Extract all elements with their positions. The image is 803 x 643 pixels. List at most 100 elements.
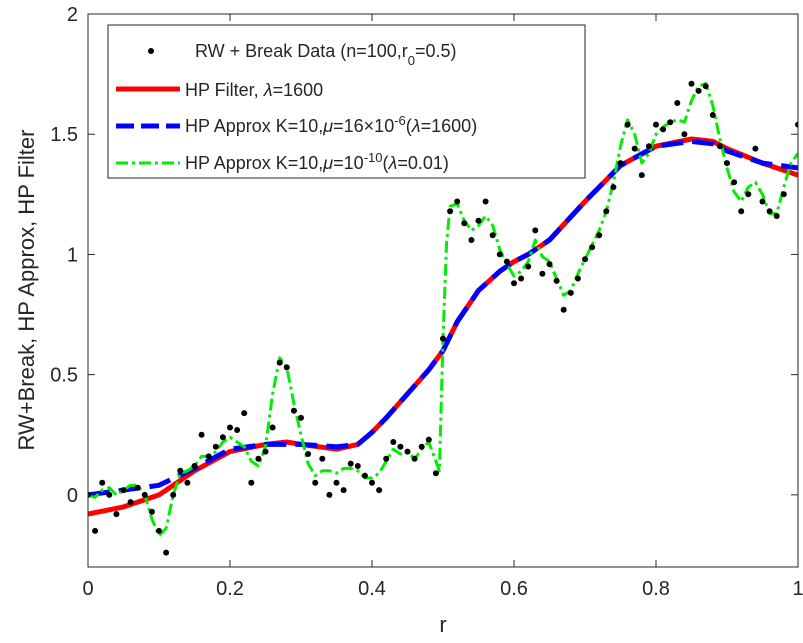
data-point: [156, 527, 162, 534]
data-point: [333, 479, 340, 486]
data-point: [319, 455, 326, 462]
data-point: [716, 143, 723, 150]
x-tick-label: 0.4: [358, 578, 386, 600]
data-point: [248, 479, 255, 486]
data-point: [148, 508, 155, 515]
data-point: [560, 306, 567, 313]
ticks-layer: 0 0.2 0.4 0.6 0.8 1 0 0.5 1 1.5 2: [50, 4, 803, 600]
data-point: [305, 451, 312, 457]
x-tick-label: 0.6: [500, 578, 528, 600]
data-point: [106, 491, 113, 498]
data-point: [404, 448, 411, 455]
data-point: [610, 184, 617, 191]
data-point: [681, 131, 688, 138]
x-tick-label: 0: [82, 578, 93, 600]
data-point: [645, 143, 652, 150]
data-point: [731, 179, 738, 186]
data-point: [241, 410, 248, 417]
data-point: [312, 479, 319, 486]
data-point: [376, 487, 383, 494]
data-point: [475, 217, 482, 224]
data-point: [298, 414, 304, 421]
data-point: [397, 443, 404, 450]
data-point: [546, 261, 553, 268]
data-point: [596, 232, 603, 239]
legend-label-hp-approx-001: HP Approx K=10,μ=10-10(λ=0.01): [185, 150, 449, 174]
data-point: [674, 100, 681, 106]
data-point: [234, 427, 241, 433]
y-tick-label: 1: [67, 244, 78, 266]
data-point: [660, 126, 667, 133]
data-point: [574, 275, 581, 282]
data-point: [539, 270, 546, 277]
data-point: [759, 198, 766, 205]
data-point: [390, 439, 397, 445]
data-point: [432, 470, 439, 477]
data-point: [440, 335, 446, 342]
y-axis-label: RW+Break, HP Approx, HP Filter: [14, 130, 39, 451]
data-point: [276, 359, 283, 366]
data-point: [326, 491, 333, 498]
data-point: [688, 80, 695, 87]
data-point: [461, 220, 468, 227]
data-point: [290, 407, 297, 414]
data-point: [773, 213, 780, 219]
legend-entry-hp-filter: HP Filter, λ=1600: [116, 80, 323, 100]
y-tick-label: 1.5: [50, 124, 78, 146]
data-point: [383, 455, 390, 462]
data-point: [724, 160, 730, 167]
data-point: [184, 479, 191, 486]
data-point: [503, 258, 510, 265]
data-point: [127, 499, 134, 506]
data-point: [269, 424, 276, 431]
data-point: [738, 208, 745, 215]
series-layer: [88, 80, 798, 556]
data-point: [589, 244, 596, 251]
data-point: [447, 208, 454, 215]
data-point: [553, 277, 560, 284]
data-point: [702, 83, 709, 90]
data-point: [113, 511, 120, 518]
data-point: [262, 448, 269, 455]
data-point: [141, 491, 148, 498]
data-point: [120, 487, 127, 494]
x-tick-label: 0.8: [642, 578, 670, 600]
legend-label-hp-filter: HP Filter, λ=1600: [185, 80, 323, 100]
data-point: [347, 460, 354, 467]
legend-marker-data: [148, 48, 154, 54]
data-point: [411, 455, 418, 462]
data-point: [624, 121, 631, 128]
data-point: [212, 443, 219, 450]
data-point: [653, 121, 659, 128]
data-point: [489, 232, 496, 239]
data-point: [582, 256, 588, 263]
data-point: [631, 145, 638, 152]
x-axis-label: r: [439, 612, 446, 637]
data-point: [134, 484, 141, 491]
data-point: [219, 434, 226, 441]
data-point: [354, 463, 361, 469]
y-tick-label: 0.5: [50, 365, 78, 387]
legend-label-hp-approx-1600: HP Approx K=10,μ=16×10-6(λ=1600): [185, 113, 477, 137]
data-point: [745, 191, 752, 198]
data-point: [283, 364, 290, 371]
data-point: [255, 455, 262, 462]
y-tick-label: 0: [67, 485, 78, 507]
y-tick-label: 2: [67, 4, 78, 26]
data-point: [205, 453, 212, 460]
data-point: [795, 121, 798, 128]
data-point: [99, 479, 106, 486]
data-point: [766, 208, 773, 215]
data-point: [468, 237, 475, 243]
data-point: [752, 145, 759, 152]
data-point: [496, 251, 503, 258]
data-point: [638, 172, 645, 179]
data-point: [567, 289, 574, 296]
data-point: [617, 160, 624, 167]
data-point: [163, 549, 170, 556]
legend-entry-hp-approx-001: HP Approx K=10,μ=10-10(λ=0.01): [116, 150, 449, 174]
plot-frame: [87, 13, 799, 568]
data-point: [454, 198, 461, 205]
legend: RW + Break Data (n=100,r0=0.5) HP Filter…: [107, 24, 586, 179]
